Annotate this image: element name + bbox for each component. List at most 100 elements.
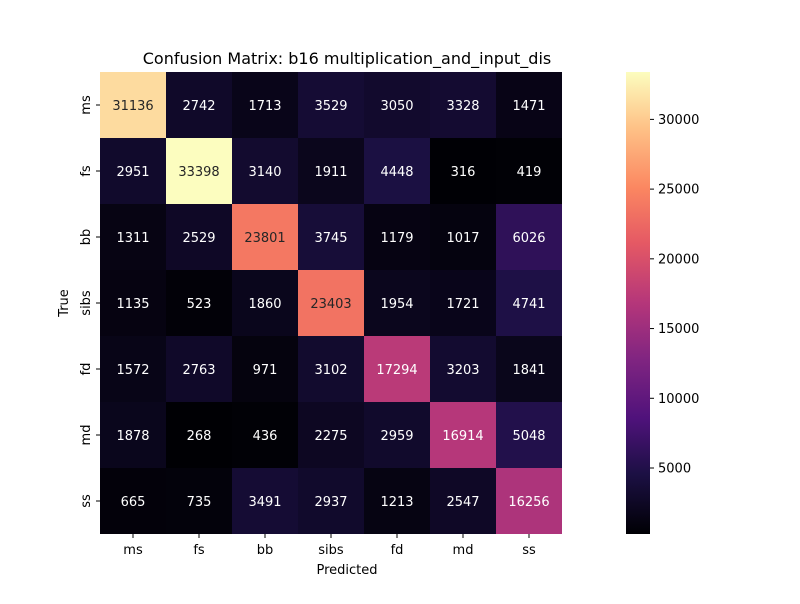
cell-value-label: 2763 — [182, 363, 215, 378]
heatmap-cell — [232, 138, 298, 204]
x-tick-label: sibs — [318, 543, 344, 558]
cell-value-label: 971 — [253, 363, 278, 378]
y-tick-label: sibs — [79, 290, 94, 316]
y-tick-label: fd — [79, 363, 94, 376]
y-axis: ms fs bb sibs fd md ss — [79, 95, 100, 508]
heatmap-cell — [166, 402, 232, 468]
cell-value-label: 16914 — [442, 429, 483, 444]
cell-value-label: 3529 — [314, 99, 347, 114]
cell-value-label: 1179 — [380, 231, 413, 246]
heatmap-cell — [100, 336, 166, 402]
cell-value-label: 268 — [187, 429, 212, 444]
heatmap-cell — [232, 336, 298, 402]
heatmap-cell — [232, 468, 298, 534]
cell-value-label: 2937 — [314, 495, 347, 510]
y-tick-label: fs — [79, 165, 94, 177]
heatmap-cell — [496, 72, 562, 138]
cell-value-label: 17294 — [376, 363, 417, 378]
cell-value-label: 31136 — [112, 99, 153, 114]
heatmap-cell — [430, 336, 496, 402]
heatmap-cell — [298, 72, 364, 138]
colorbar-tick-label: 15000 — [658, 322, 699, 337]
heatmap-cell — [496, 270, 562, 336]
heatmap-cell — [430, 468, 496, 534]
heatmap-cell — [232, 204, 298, 270]
cell-value-label: 316 — [451, 165, 476, 180]
heatmap-cell — [496, 336, 562, 402]
cell-value-label: 665 — [121, 495, 146, 510]
heatmap-cell — [364, 270, 430, 336]
x-tick-label: fd — [391, 543, 404, 558]
heatmap-cell — [298, 204, 364, 270]
cell-value-label: 1721 — [446, 297, 479, 312]
cell-value-label: 23801 — [244, 231, 285, 246]
x-axis-label: Predicted — [316, 563, 377, 578]
cell-value-label: 4448 — [380, 165, 413, 180]
heatmap-cells — [100, 72, 562, 534]
cell-value-label: 3102 — [314, 363, 347, 378]
cell-value-label: 1713 — [248, 99, 281, 114]
y-tick-label: ms — [79, 95, 94, 115]
colorbar — [626, 72, 650, 534]
heatmap-cell — [430, 402, 496, 468]
colorbar-ticks: 5000 10000 15000 20000 25000 30000 — [650, 113, 699, 477]
heatmap-cell — [364, 204, 430, 270]
cell-value-label: 735 — [187, 495, 212, 510]
colorbar-tick-label: 10000 — [658, 392, 699, 407]
cell-value-label: 2951 — [116, 165, 149, 180]
heatmap-cell — [430, 204, 496, 270]
heatmap-cell — [364, 336, 430, 402]
cell-value-label: 5048 — [512, 429, 545, 444]
x-tick-label: ss — [522, 543, 536, 558]
cell-value-label: 1954 — [380, 297, 413, 312]
colorbar-tick-label: 25000 — [658, 183, 699, 198]
heatmap-cell-labels: 31136 2742 1713 3529 3050 3328 1471 2951 33398 31… — [112, 99, 549, 510]
colorbar-tick-label: 30000 — [658, 113, 699, 128]
heatmap-cell — [166, 336, 232, 402]
heatmap-cell — [430, 72, 496, 138]
cell-value-label: 1860 — [248, 297, 281, 312]
x-tick-label: bb — [257, 543, 274, 558]
heatmap-cell — [298, 468, 364, 534]
heatmap-cell — [298, 138, 364, 204]
cell-value-label: 23403 — [310, 297, 351, 312]
cell-value-label: 3140 — [248, 165, 281, 180]
y-tick-label: md — [79, 425, 94, 446]
heatmap-cell — [496, 468, 562, 534]
heatmap-cell — [100, 138, 166, 204]
heatmap-cell — [430, 270, 496, 336]
y-axis-label: True — [57, 289, 72, 318]
heatmap-cell — [166, 468, 232, 534]
y-tick-label: bb — [79, 229, 94, 246]
cell-value-label: 1017 — [446, 231, 479, 246]
cell-value-label: 6026 — [512, 231, 545, 246]
heatmap-cell — [364, 72, 430, 138]
cell-value-label: 1213 — [380, 495, 413, 510]
x-tick-label: fs — [193, 543, 205, 558]
heatmap-cell — [364, 402, 430, 468]
heatmap-cell — [166, 72, 232, 138]
heatmap-cell — [166, 138, 232, 204]
heatmap-cell — [430, 138, 496, 204]
heatmap-cell — [496, 204, 562, 270]
cell-value-label: 3491 — [248, 495, 281, 510]
heatmap-cell — [232, 72, 298, 138]
colorbar-tick-label: 20000 — [658, 252, 699, 267]
cell-value-label: 1911 — [314, 165, 347, 180]
heatmap-cell — [298, 270, 364, 336]
heatmap-cell — [232, 402, 298, 468]
chart-title: Confusion Matrix: b16 multiplication_and… — [143, 49, 552, 69]
heatmap-cell — [100, 468, 166, 534]
x-tick-label: ms — [123, 543, 143, 558]
cell-value-label: 1135 — [116, 297, 149, 312]
x-axis: ms fs bb sibs fd md ss — [123, 534, 536, 558]
cell-value-label: 2529 — [182, 231, 215, 246]
cell-value-label: 16256 — [508, 495, 549, 510]
cell-value-label: 2742 — [182, 99, 215, 114]
cell-value-label: 436 — [253, 429, 278, 444]
x-tick-label: md — [453, 543, 474, 558]
heatmap-cell — [100, 402, 166, 468]
cell-value-label: 2275 — [314, 429, 347, 444]
cell-value-label: 4741 — [512, 297, 545, 312]
